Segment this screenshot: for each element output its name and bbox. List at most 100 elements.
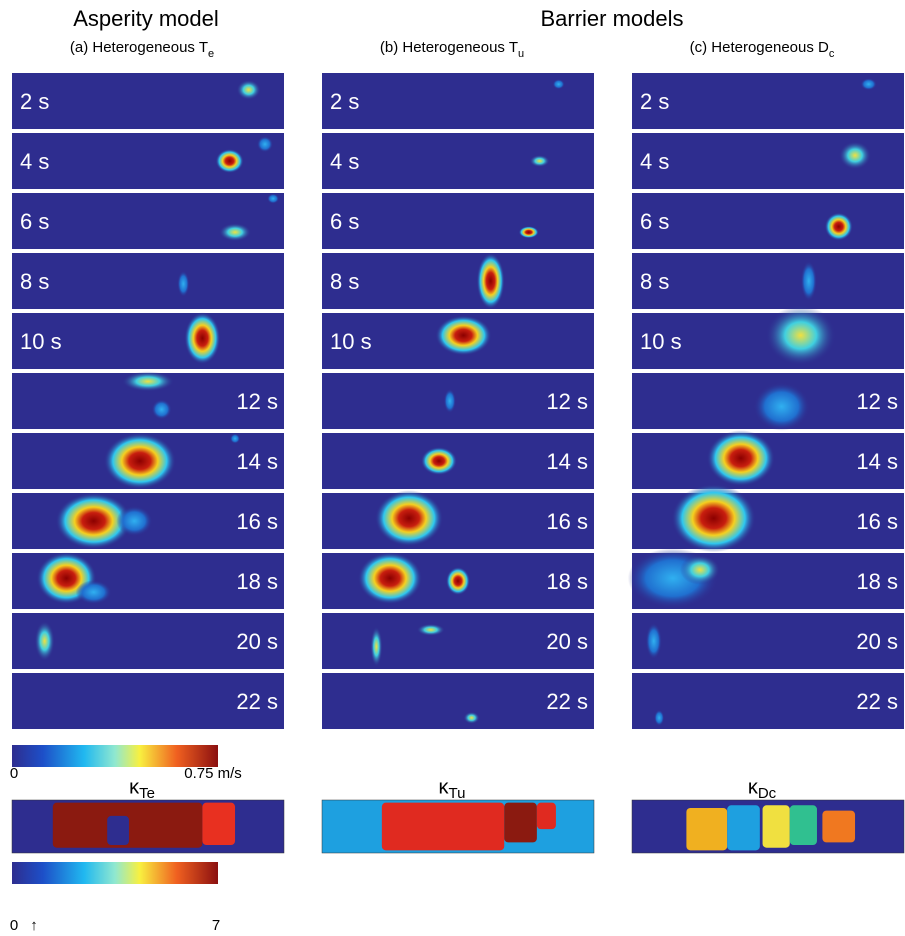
rupture-front [766,305,836,365]
rupture-front [216,149,244,173]
snapshot-panel: 6 s [632,193,904,249]
snapshot-time: 8 s [330,269,359,294]
kappa-region [727,805,760,850]
snapshot-panel: 4 s [322,133,594,189]
rupture-front [219,223,251,241]
colorbar-min: 0 [10,765,18,782]
snapshot-time: 6 s [640,209,669,234]
kappa-colorbar-max: 7 [212,917,220,934]
snapshot-panel: 22 s [12,673,284,729]
rupture-front [825,213,853,241]
snapshot-panel: 14 s [632,430,904,489]
snapshot-time: 4 s [640,149,669,174]
snapshot-panel: 10 s [322,313,594,369]
snapshot-panel: 2 s [632,73,904,129]
snapshot-time: 20 s [236,629,278,654]
rupture-front [435,315,491,355]
snapshot-time: 20 s [546,629,588,654]
snapshot-time: 14 s [546,449,588,474]
rupture-front [267,194,279,204]
snapshot-panel: 22 s [322,673,594,729]
snapshot-panel: 6 s [322,193,594,249]
kappa-region [107,816,129,845]
snapshot-time: 12 s [546,389,588,414]
snapshot-time: 8 s [20,269,49,294]
figure-canvas: Asperity model Barrier models 0 0.75 m/s… [0,0,905,936]
rupture-front [184,312,220,364]
snapshot-time: 16 s [236,509,278,534]
rupture-front [754,383,810,431]
column-label: (c) Heterogeneous Dc [690,39,835,60]
rupture-front [370,627,382,667]
snapshot-time: 16 s [546,509,588,534]
snapshot-panel: 18 s [322,552,594,609]
panel-background [322,73,594,129]
rupture-front [519,226,539,238]
rupture-front [417,624,445,636]
snapshot-panel: 12 s [632,373,904,431]
kappa-colorbar-min: 0 [10,917,18,934]
snapshot-time: 20 s [856,629,898,654]
rupture-front [680,555,720,585]
snapshot-panel: 20 s [322,613,594,669]
snapshot-time: 10 s [640,329,682,354]
panel-background [322,133,594,189]
kappa-subscript: Te [139,785,155,802]
snapshot-panel: 8 s [12,253,284,309]
kappa-title: κTe [129,776,155,802]
rupture-front [35,621,55,661]
snapshot-time: 16 s [856,509,898,534]
snapshot-time: 6 s [20,209,49,234]
rupture-front [672,484,756,552]
kappa-subscript: Tu [449,785,466,802]
rupture-front [76,580,112,604]
snapshot-time: 10 s [330,329,372,354]
rupture-front [530,155,550,167]
snapshot-panel: 10 s [12,312,284,369]
panel-background [12,253,284,309]
snapshot-panel: 8 s [322,253,594,309]
snapshot-time: 4 s [330,149,359,174]
snapshot-time: 2 s [330,89,359,114]
rupture-front [237,80,261,100]
rupture-front [358,552,422,604]
snapshot-time: 22 s [856,689,898,714]
rupture-front [104,433,176,489]
snapshot-time: 12 s [236,389,278,414]
snapshot-panel: 16 s [12,493,284,549]
rupture-front [257,136,273,152]
snapshot-time: 12 s [856,389,898,414]
snapshot-time: 14 s [236,449,278,474]
kappa-region [686,808,727,850]
snapshot-time: 22 s [546,689,588,714]
rupture-front [152,399,172,419]
snapshot-panel: 16 s [632,484,904,552]
rupture-front [122,371,174,391]
rupture-front [444,389,456,413]
snapshot-time: 6 s [330,209,359,234]
column-label: (b) Heterogeneous Tu [380,39,524,60]
snapshot-time: 22 s [236,689,278,714]
colorbar-max: 0.75 m/s [184,765,242,782]
rupture-front [177,271,189,297]
panel-background [632,193,904,249]
rupture-front [375,490,443,546]
snapshot-panel: 2 s [322,73,594,129]
rupture-front [654,710,664,726]
kappa-subscript: Dc [758,785,777,802]
snapshot-panel: 20 s [12,613,284,669]
barrier-title: Barrier models [540,6,683,31]
snapshot-time: 2 s [640,89,669,114]
slip-rate-colorbar [12,745,218,767]
kappa-region [822,811,855,843]
panel-background [322,253,594,309]
snapshot-time: 8 s [640,269,669,294]
snapshot-panel: 18 s [12,552,284,609]
kappa-region [382,803,504,851]
snapshot-time: 18 s [236,569,278,594]
snapshot-time: 14 s [856,449,898,474]
snapshot-time: 10 s [20,329,62,354]
rupture-front [553,79,565,89]
snapshot-panel: 12 s [12,371,284,429]
rupture-front [801,261,817,301]
